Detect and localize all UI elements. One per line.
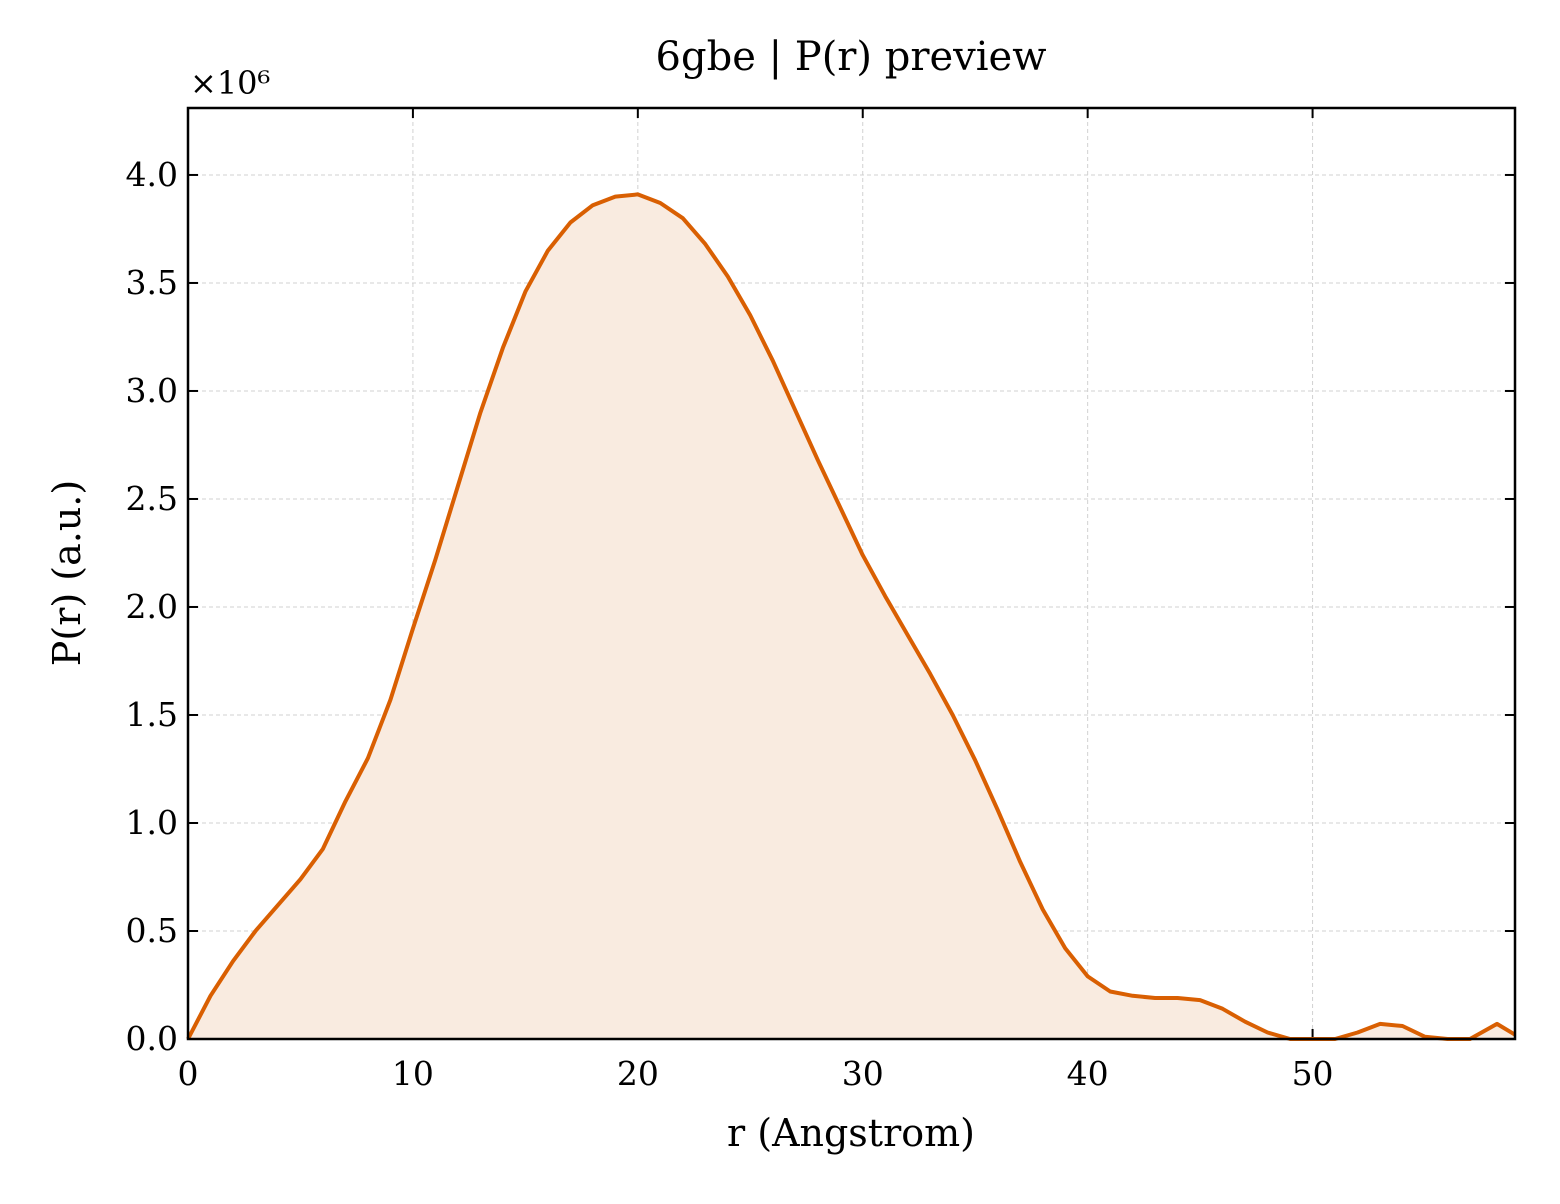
y-tick-label: 3.0 [126, 371, 178, 410]
y-tick-label: 0.0 [126, 1019, 178, 1058]
y-tick-label: 0.5 [126, 911, 178, 950]
plot-frame [186, 106, 1517, 1041]
y-tick-label: 2.0 [126, 587, 178, 626]
x-tick-label: 30 [842, 1054, 884, 1093]
x-tick-label: 40 [1067, 1054, 1109, 1093]
y-multiplier: ×10⁶ [190, 64, 270, 102]
y-tick-label: 3.5 [126, 263, 178, 302]
area [188, 194, 1515, 1039]
y-tick-label: 1.0 [126, 803, 178, 842]
y-tick-label: 4.0 [126, 155, 178, 194]
y-axis-label: P(r) (a.u.) [45, 480, 89, 666]
x-tick-label: 20 [617, 1054, 659, 1093]
y-tick-label: 1.5 [126, 695, 178, 734]
x-tick-label: 50 [1292, 1054, 1334, 1093]
x-tick-label: 0 [178, 1054, 199, 1093]
x-tick-label: 10 [392, 1054, 434, 1093]
chart-title: 6gbe | P(r) preview [656, 34, 1047, 80]
x-axis-label: r (Angstrom) [727, 1111, 975, 1155]
y-tick-label: 2.5 [126, 479, 178, 518]
